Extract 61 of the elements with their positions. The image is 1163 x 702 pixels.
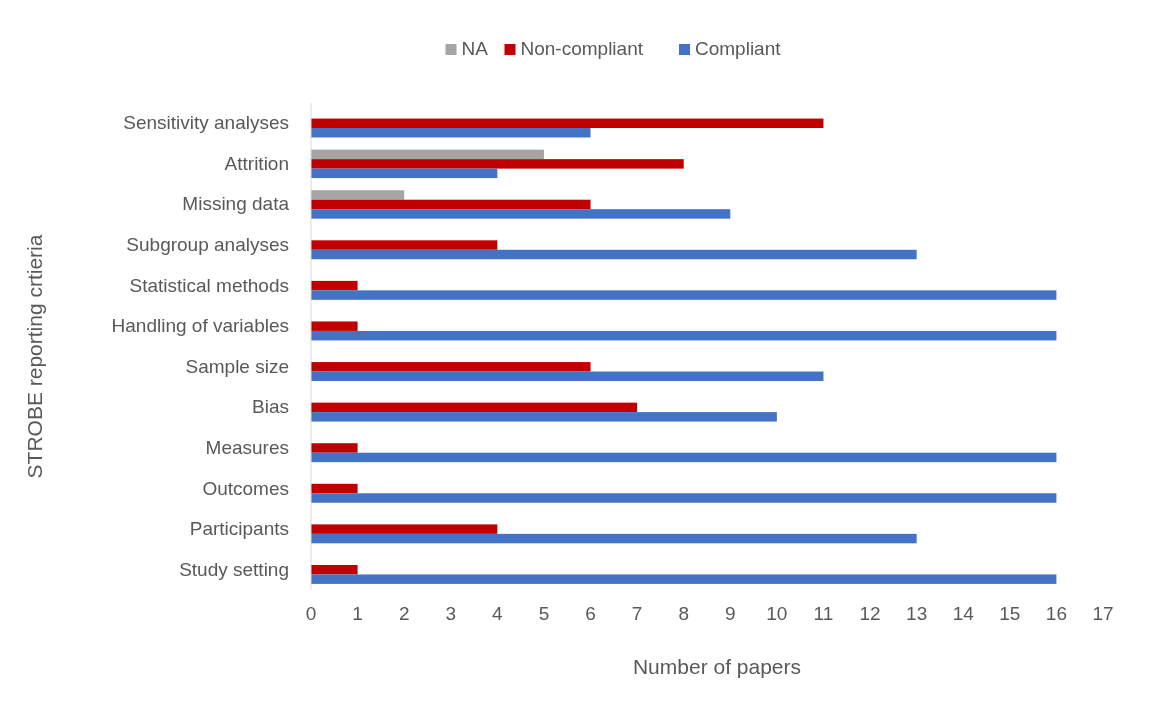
x-tick-label: 3 (445, 603, 457, 624)
bar (311, 159, 684, 169)
bar (311, 118, 824, 129)
x-tick-label: 14 (952, 603, 975, 624)
legend-label: Compliant (695, 38, 782, 59)
bar (311, 249, 917, 260)
y-tick-label: Participants (189, 518, 289, 540)
bar (311, 412, 777, 422)
y-tick-label: Sample size (185, 355, 289, 377)
y-tick-label: Outcomes (202, 477, 289, 499)
x-tick-label: 0 (305, 603, 317, 624)
bar (311, 533, 917, 544)
bar (311, 149, 544, 160)
bar (311, 443, 358, 453)
bar (311, 564, 358, 575)
bar (311, 524, 498, 534)
bar (311, 371, 824, 381)
bar (311, 190, 405, 200)
x-axis-title: Number of papers (632, 655, 802, 678)
x-tick-label: 4 (492, 603, 504, 624)
bar (311, 209, 731, 219)
bar (311, 402, 638, 413)
bar (311, 290, 1057, 300)
bar (311, 321, 358, 331)
y-axis-title: STROBE reporting crtieria (23, 234, 46, 479)
y-tick-label: Statistical methods (129, 274, 289, 296)
y-tick-label: Subgroup analyses (126, 234, 289, 256)
bar (311, 280, 358, 291)
legend-label: NA (461, 38, 489, 59)
x-tick-label: 13 (906, 603, 928, 624)
y-tick-label: Attrition (224, 152, 289, 174)
bar (311, 330, 1057, 341)
x-tick-label: 7 (631, 603, 643, 624)
y-tick-label: Handling of variables (111, 315, 289, 337)
bar (311, 240, 498, 250)
bar (311, 199, 591, 210)
y-tick-label: Measures (205, 436, 289, 458)
bar (311, 452, 1057, 463)
x-tick-label: 17 (1092, 603, 1114, 624)
y-tick-label: Study setting (179, 558, 289, 580)
x-tick-label: 8 (678, 603, 689, 624)
bar (311, 168, 498, 179)
x-tick-label: 10 (766, 603, 788, 624)
x-tick-label: 5 (538, 603, 550, 624)
bar (311, 128, 591, 138)
bar (311, 574, 1057, 584)
x-tick-label: 9 (725, 603, 736, 624)
y-tick-label: Missing data (182, 193, 290, 215)
bar (311, 483, 358, 494)
legend-label: Non-compliant (520, 38, 644, 59)
y-tick-label: Sensitivity analyses (123, 112, 289, 134)
x-tick-label: 11 (813, 603, 834, 624)
x-tick-label: 1 (352, 603, 363, 624)
y-tick-label: Bias (252, 396, 289, 418)
x-tick-label: 2 (398, 603, 410, 624)
x-tick-label: 15 (999, 603, 1021, 624)
bar (311, 493, 1057, 503)
x-tick-label: 16 (1045, 603, 1067, 624)
x-tick-label: 6 (585, 603, 596, 624)
x-tick-label: 12 (859, 603, 881, 624)
bar (311, 362, 591, 372)
